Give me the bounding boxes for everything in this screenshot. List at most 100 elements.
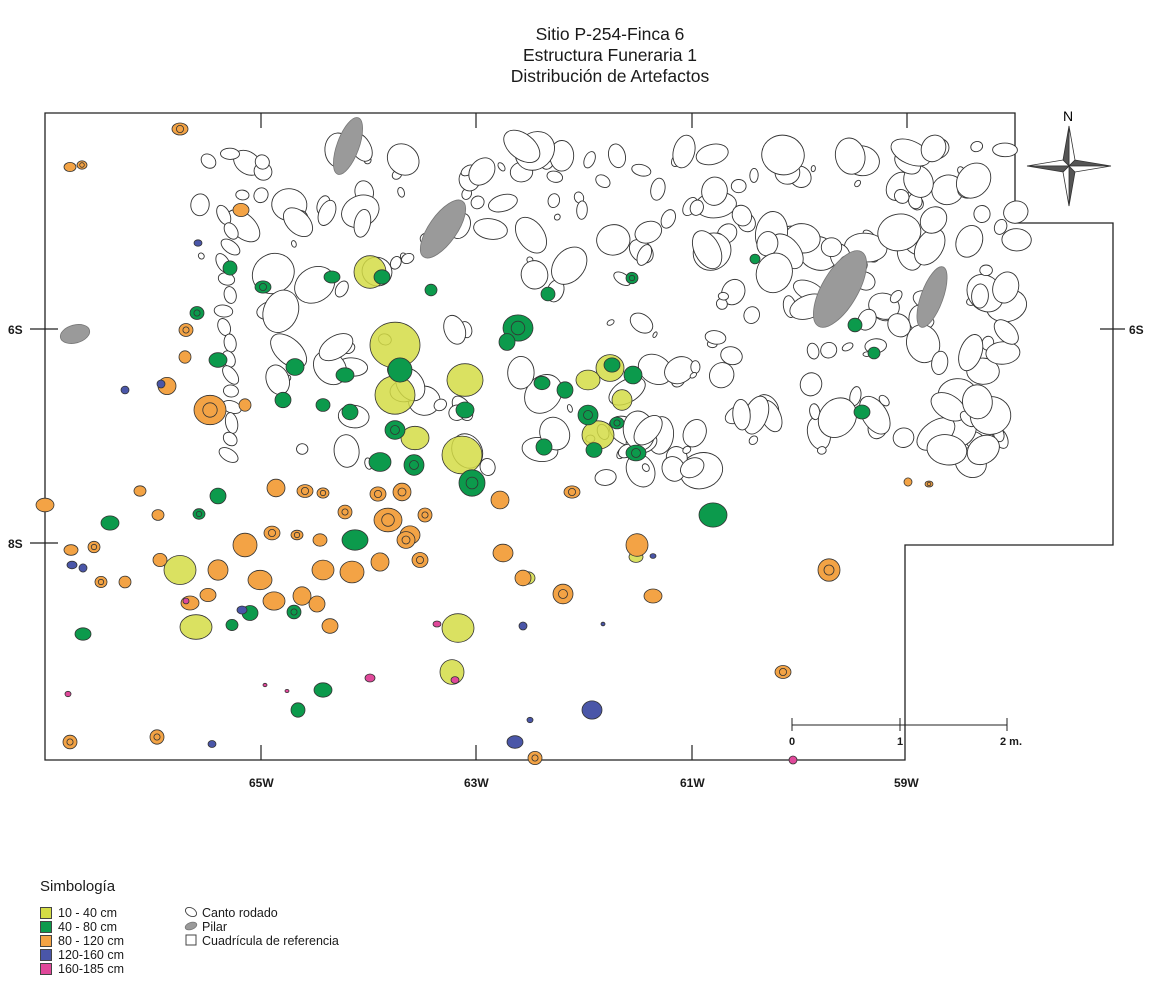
boulder	[251, 252, 295, 295]
boulder	[859, 395, 891, 435]
boulder	[660, 209, 676, 229]
boulder	[691, 230, 723, 270]
legend-item-80-120: 80 - 120 cm	[40, 934, 124, 948]
artifact	[156, 379, 166, 389]
artifact	[411, 552, 429, 568]
artifact	[441, 613, 475, 643]
scale-label-2m: 2 m.	[1000, 736, 1023, 748]
swatch-80-120	[40, 935, 52, 947]
artifact-ring	[193, 309, 201, 317]
north-label: N	[1063, 108, 1073, 124]
artifact	[847, 317, 863, 333]
boulder	[200, 153, 217, 169]
artifact	[339, 560, 365, 584]
title-line-3: Distribución de Artefactos	[510, 66, 710, 86]
boulder	[985, 341, 1021, 365]
boulder	[629, 312, 654, 334]
boulder	[433, 398, 447, 412]
artifact-ring	[293, 531, 301, 539]
artifact	[152, 553, 168, 568]
boulder	[546, 170, 564, 183]
artifact	[236, 605, 248, 615]
artifact	[87, 540, 101, 554]
boulder	[682, 445, 692, 454]
boulder	[689, 199, 704, 216]
boulder	[223, 333, 237, 353]
artifact	[535, 438, 553, 456]
swatch-40-80	[40, 921, 52, 933]
artifact-ring	[258, 282, 267, 291]
artifact	[133, 485, 147, 497]
artifact-ring	[267, 529, 276, 538]
artifact	[290, 702, 306, 718]
boulder	[353, 208, 372, 238]
artifact	[533, 375, 551, 391]
boulder	[576, 200, 588, 220]
artifact	[284, 689, 290, 694]
artifact-ring	[182, 326, 190, 334]
legend-label: 160-185 cm	[58, 962, 125, 976]
boulder	[218, 447, 239, 463]
artifact	[94, 576, 108, 589]
artifact	[506, 735, 524, 749]
artifact	[296, 484, 314, 498]
artifact	[341, 403, 359, 421]
boulder-layer	[190, 129, 1032, 490]
boulder	[749, 167, 759, 183]
boulder	[730, 179, 747, 194]
boulder	[594, 469, 617, 486]
artifact-ring	[290, 608, 298, 616]
artifact	[151, 509, 165, 521]
boulder	[919, 206, 948, 234]
boulder	[672, 134, 696, 169]
boulder	[877, 213, 922, 252]
artifact	[649, 553, 657, 559]
artifact-ring	[373, 489, 382, 498]
artifact	[178, 323, 194, 337]
artifact	[247, 569, 273, 591]
artifact-ring	[397, 487, 407, 497]
title-line-2: Estructura Funeraria 1	[522, 45, 698, 65]
legend-label: Pilar	[202, 920, 228, 934]
artifact	[64, 690, 72, 698]
artifact	[556, 381, 574, 399]
artifact	[254, 280, 272, 294]
artifact-ring	[341, 508, 349, 516]
artifact	[179, 614, 213, 640]
artifact	[35, 497, 55, 513]
boulder	[479, 458, 496, 476]
artifact	[749, 253, 761, 265]
boulder	[470, 195, 485, 210]
artifact-layer	[35, 122, 934, 766]
boulder	[799, 372, 823, 397]
artifact-ring	[583, 410, 593, 420]
artifact-ring	[631, 448, 641, 458]
artifact	[225, 619, 239, 632]
boulder	[973, 205, 991, 223]
artifact	[903, 477, 913, 487]
artifact	[341, 529, 369, 551]
boulder	[887, 313, 911, 338]
boulder	[704, 330, 727, 345]
artifact	[222, 260, 238, 276]
artifact	[312, 533, 328, 547]
artifact-ring	[558, 589, 568, 599]
legend-label: 120-160 cm	[58, 948, 125, 962]
artifact	[78, 563, 88, 573]
boulder	[190, 193, 210, 217]
x-label-65w: 65W	[249, 776, 274, 790]
artifact	[788, 755, 798, 765]
artifact	[368, 452, 392, 472]
boulder	[810, 165, 816, 173]
artifact-ring	[628, 274, 636, 282]
artifact	[387, 357, 413, 383]
artifact	[924, 480, 934, 488]
boulder	[971, 283, 989, 309]
artifact-ring	[79, 162, 85, 168]
boulder	[197, 252, 205, 260]
boulder	[253, 187, 269, 204]
boulder	[333, 434, 360, 468]
boulder	[748, 435, 759, 445]
scale-bar	[791, 718, 1008, 731]
artifact	[274, 391, 292, 409]
